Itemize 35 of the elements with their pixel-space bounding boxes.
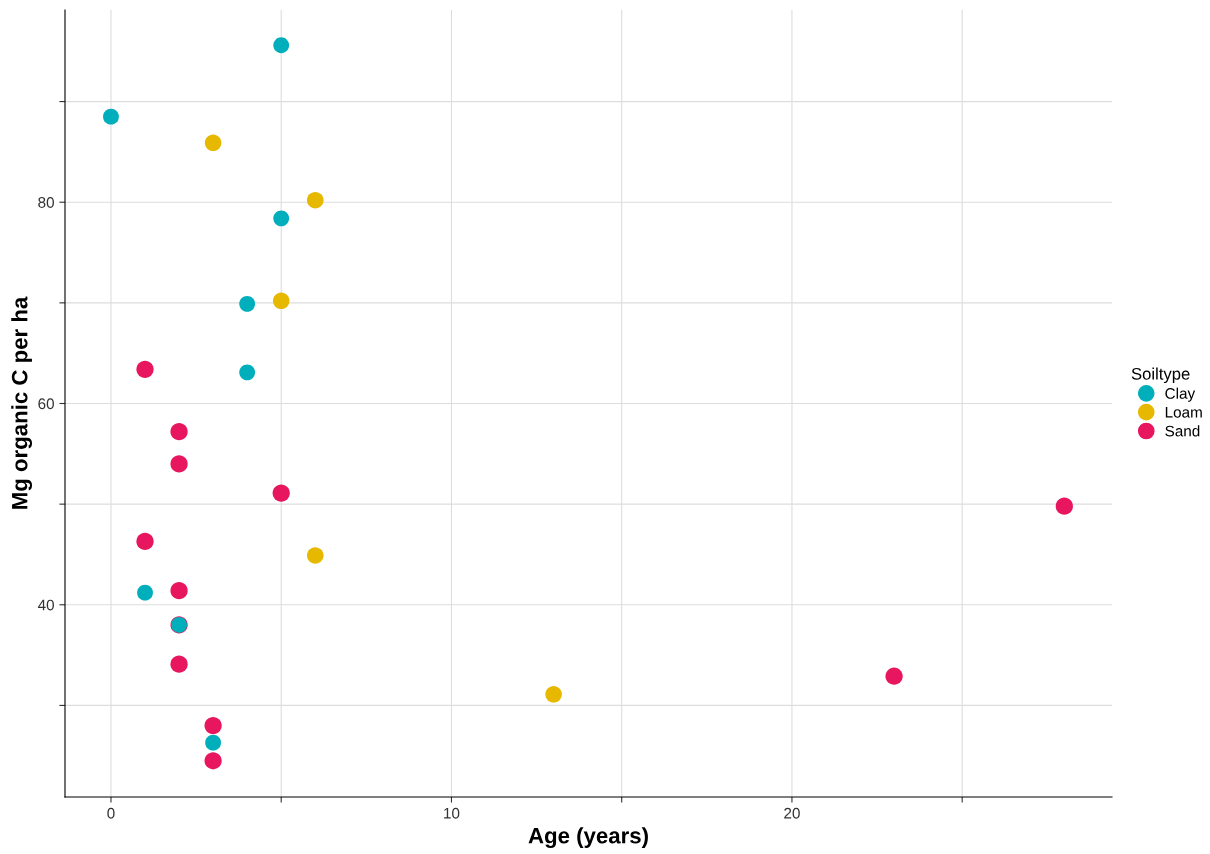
point (239, 295, 256, 312)
x-tick-label: 0 (107, 807, 115, 819)
point (170, 582, 188, 600)
point (170, 655, 188, 673)
legend-label: Clay (1165, 387, 1196, 402)
point (204, 716, 222, 735)
x-tick-label: 20 (784, 807, 800, 819)
y-axis-title: Mg organic C per ha (11, 296, 33, 509)
point (272, 484, 290, 502)
point (205, 734, 222, 751)
point (204, 134, 222, 152)
point (103, 108, 119, 125)
y-tick-label: 40 (37, 599, 54, 611)
point (136, 532, 154, 550)
y-tick-label: 60 (38, 398, 54, 410)
point (239, 364, 256, 381)
point (273, 37, 290, 54)
legend-label: Sand (1165, 425, 1200, 437)
point (885, 667, 903, 685)
point (272, 292, 290, 310)
y-tick-label: 80 (38, 197, 54, 208)
x-axis-title: Age (years) (528, 827, 648, 849)
point (170, 455, 188, 473)
point (1055, 497, 1073, 515)
point (137, 584, 153, 601)
point (170, 423, 188, 441)
point (273, 210, 290, 227)
point (306, 547, 324, 564)
point (306, 191, 324, 209)
point (204, 752, 222, 770)
legend-label: Loam (1165, 407, 1202, 418)
point (545, 686, 562, 703)
x-tick-label: 10 (444, 807, 460, 819)
legend-title: Soiltype (1131, 367, 1190, 384)
point (136, 360, 154, 378)
